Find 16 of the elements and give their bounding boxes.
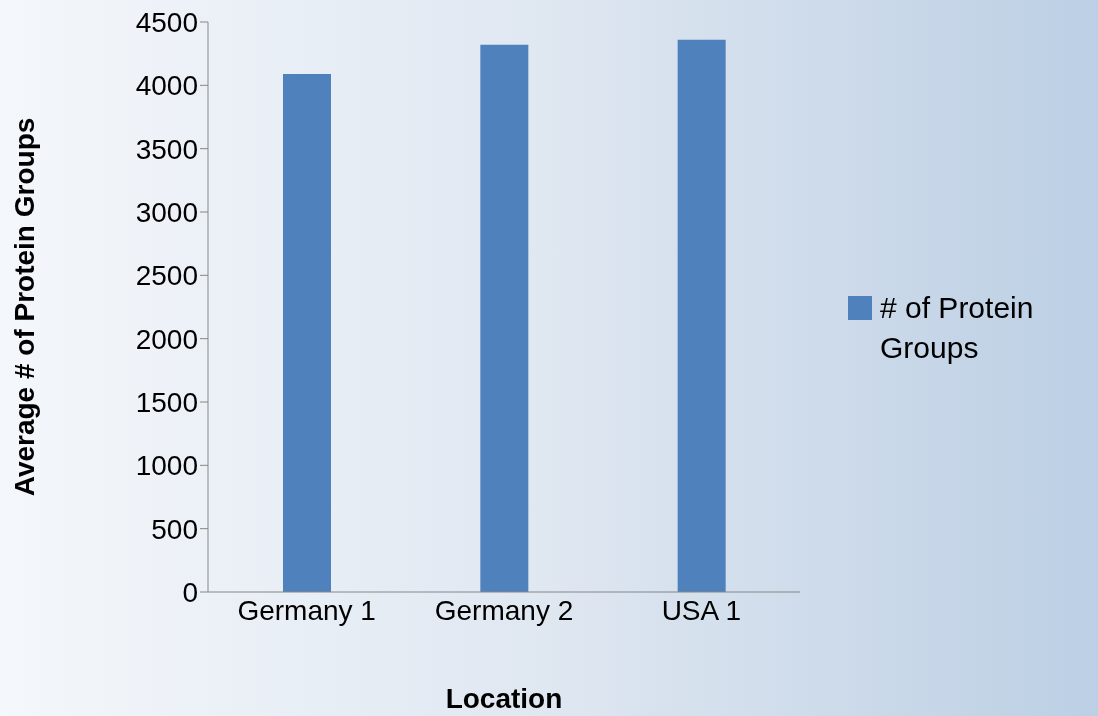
y-tick-label: 500 xyxy=(151,513,198,545)
x-tick-label: USA 1 xyxy=(661,594,742,626)
legend-label: # of Protein Groups xyxy=(880,290,1035,366)
x-tick-label: Germany 1 xyxy=(237,594,376,626)
x-tick-label: Germany 2 xyxy=(434,594,574,626)
y-tick-label: 4000 xyxy=(135,70,198,102)
x-axis-title: Location xyxy=(445,683,563,714)
y-tick-label: 2000 xyxy=(135,323,198,355)
y-tick-label: 4500 xyxy=(135,6,198,38)
y-tick-label: 1000 xyxy=(135,450,198,482)
y-tick-label: 0 xyxy=(182,576,198,608)
y-tick-label: 2500 xyxy=(135,260,198,292)
y-tick-label: 3500 xyxy=(135,133,198,165)
y-tick-label: 1500 xyxy=(135,386,198,418)
y-axis-title: Average # of Protein Groups xyxy=(8,117,40,497)
y-tick-label: 3000 xyxy=(135,196,198,228)
